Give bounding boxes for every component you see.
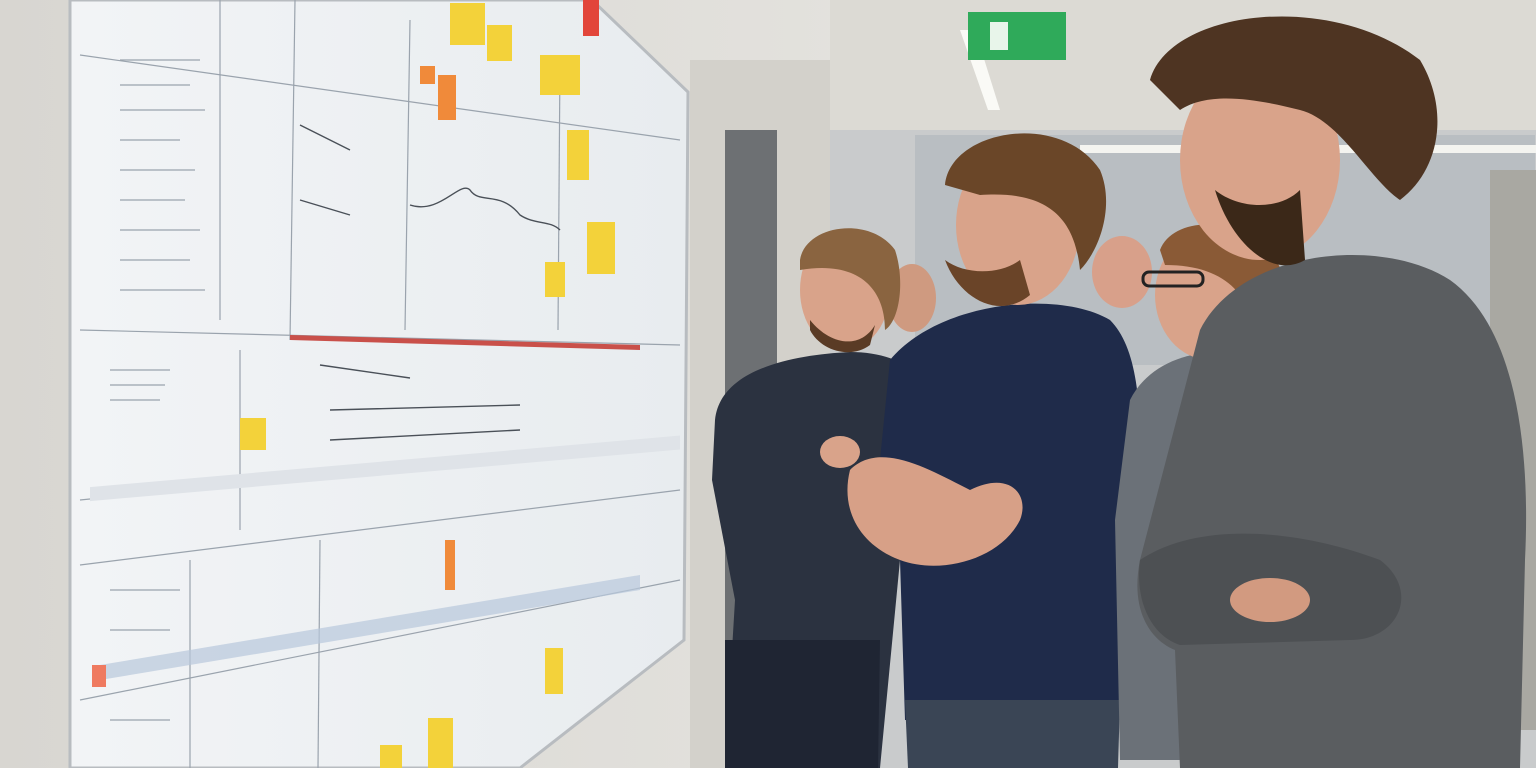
sticky-note [540,55,580,95]
beard [945,260,1030,307]
toolbar [90,435,680,502]
hair [800,228,901,330]
timeline-bar [100,575,640,680]
sticky-note [420,66,435,84]
sticky-note [438,75,456,120]
hair [1150,16,1438,200]
sticky-note [583,0,599,36]
grid-line [79,54,681,141]
board-grid [79,0,681,768]
exit-sign [968,12,1066,60]
timeline-bar [290,335,640,350]
beard [1215,190,1305,266]
glasses [1141,270,1205,288]
grid-line [289,0,296,341]
sticky-note [545,648,563,694]
grid-line [79,489,681,566]
grid-line [404,19,411,331]
exit-sign-icon [990,22,1008,50]
sketch-line [409,187,561,231]
sticky-note [545,262,565,297]
beard [810,320,875,353]
person [712,228,932,768]
grid-line [79,329,681,346]
sticky-note [487,25,512,61]
whiteboard [68,0,690,768]
sticky-note [445,540,455,590]
sticky-note [380,745,402,768]
hand [1230,578,1310,622]
sticky-note [587,222,615,274]
hand [820,436,860,468]
person-background [1092,236,1152,308]
sticky-note [92,665,106,687]
hair [945,133,1107,270]
jeans [725,640,880,768]
arms [847,457,1023,566]
sticky-notes [92,0,615,768]
sticky-note [567,130,589,180]
scribbles [110,59,205,721]
sticky-note [428,718,453,768]
person [847,133,1140,768]
jeans [905,700,1120,768]
sketch-line [299,124,521,441]
sticky-note [450,3,485,45]
sticky-note [240,418,266,450]
person [1137,16,1527,768]
grid-line [317,539,321,768]
